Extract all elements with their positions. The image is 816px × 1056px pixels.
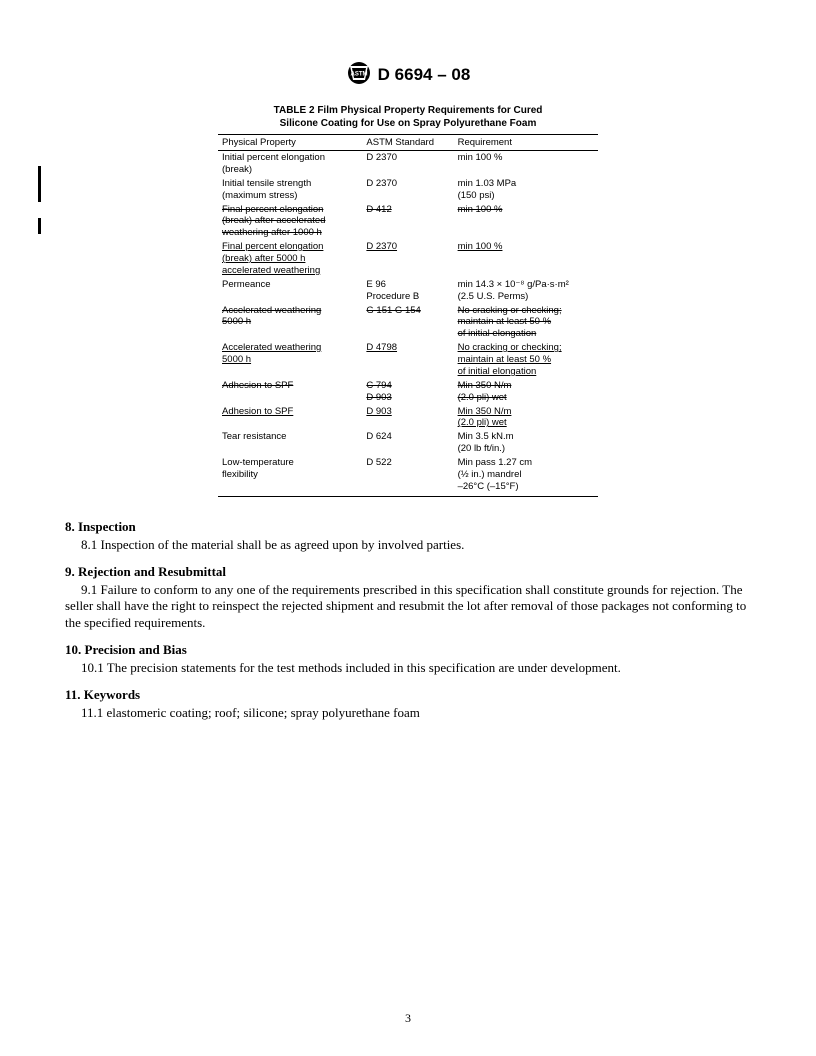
designation: D 6694 – 08 [378, 65, 471, 84]
table-row: Initial tensile strength (maximum stress… [218, 177, 598, 203]
document-header: ASTM D 6694 – 08 [65, 60, 751, 91]
table-row: Low-temperature flexibilityD 522Min pass… [218, 456, 598, 496]
physical-property-table: Physical Property ASTM Standard Requirem… [218, 134, 598, 497]
section-9-1: 9.1 Failure to conform to any one of the… [65, 582, 751, 633]
col-property: Physical Property [218, 135, 362, 151]
table-row: Tear resistanceD 624Min 3.5 kN.m(20 lb f… [218, 430, 598, 456]
svg-text:ASTM: ASTM [350, 72, 367, 78]
table-row: Adhesion to SPFD 903Min 350 N/m(2.0 pli)… [218, 405, 598, 431]
section-10-heading: 10. Precision and Bias [65, 642, 751, 658]
table-row: Accelerated weathering 5000 hG 151 G 154… [218, 304, 598, 342]
change-bar [38, 218, 41, 234]
table-row: Final percent elongation (break) after a… [218, 203, 598, 241]
table-row: Final percent elongation (break) after 5… [218, 240, 598, 278]
col-standard: ASTM Standard [362, 135, 453, 151]
table-row: Adhesion to SPFC 794D 903Min 350 N/m(2.0… [218, 379, 598, 405]
section-8-heading: 8. Inspection [65, 519, 751, 535]
change-bar [38, 166, 41, 202]
table-row: PermeanceE 96Procedure Bmin 14.3 × 10⁻⁸ … [218, 278, 598, 304]
section-9-heading: 9. Rejection and Resubmittal [65, 564, 751, 580]
table-title: TABLE 2 Film Physical Property Requireme… [218, 105, 598, 130]
section-11-1: 11.1 elastomeric coating; roof; silicone… [65, 705, 751, 722]
section-10-1: 10.1 The precision statements for the te… [65, 660, 751, 677]
page-number: 3 [0, 1011, 816, 1026]
table-2: TABLE 2 Film Physical Property Requireme… [218, 105, 598, 497]
col-requirement: Requirement [454, 135, 598, 151]
astm-logo-icon: ASTM [346, 60, 372, 91]
table-row: Initial percent elongation (break)D 2370… [218, 151, 598, 177]
section-8-1: 8.1 Inspection of the material shall be … [65, 537, 751, 554]
table-row: Accelerated weathering 5000 hD 4798No cr… [218, 341, 598, 379]
section-11-heading: 11. Keywords [65, 687, 751, 703]
